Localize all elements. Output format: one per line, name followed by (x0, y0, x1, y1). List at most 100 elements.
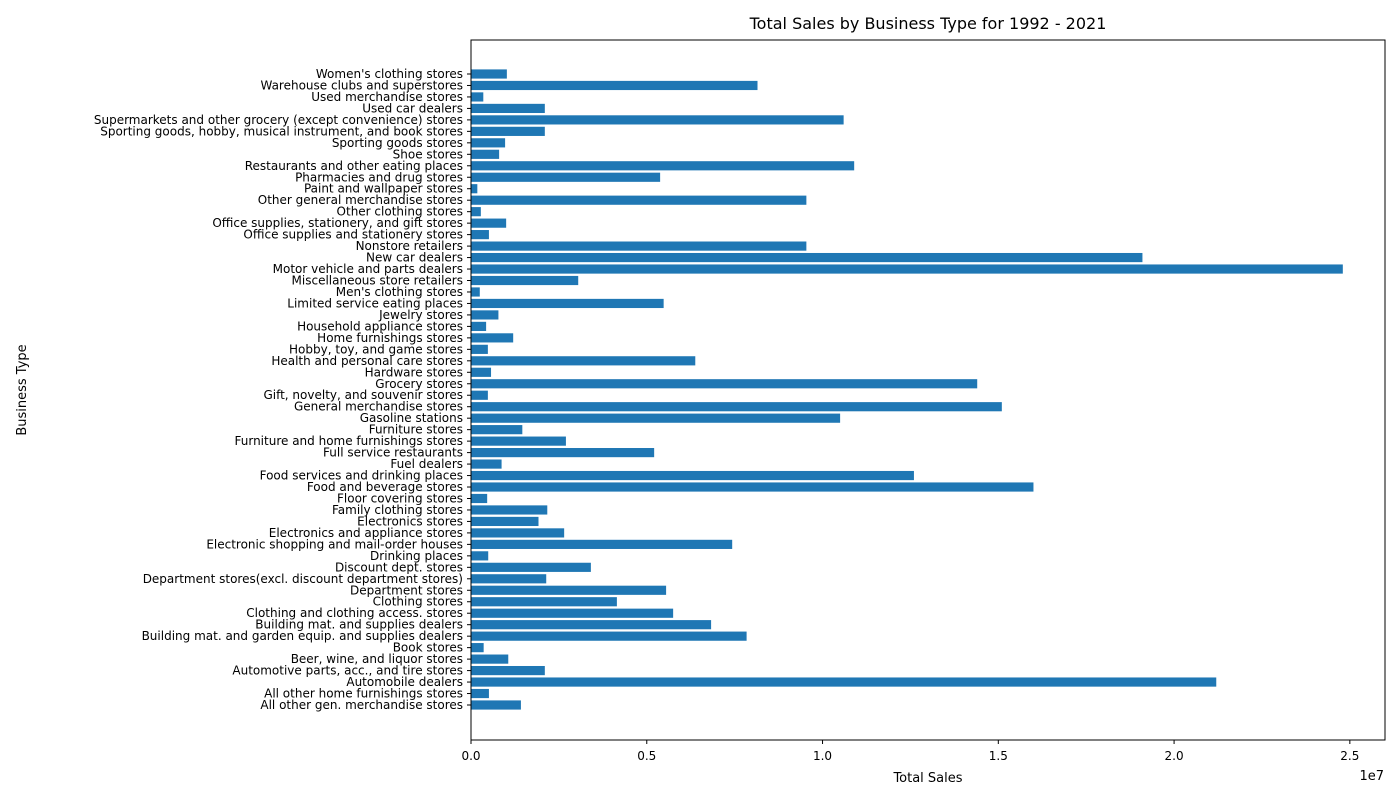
bar (471, 264, 1343, 274)
bar (471, 69, 507, 79)
bar (471, 493, 488, 504)
bar (471, 574, 547, 584)
y-tick-label: Hobby, toy, and game stores (289, 342, 463, 356)
y-tick-label: Fuel dealers (390, 457, 463, 471)
y-tick-label: Sporting goods stores (332, 136, 463, 150)
bar (471, 688, 489, 699)
bar (471, 562, 591, 572)
y-tick-label: Women's clothing stores (316, 67, 463, 81)
y-tick-label: New car dealers (366, 251, 463, 265)
bar (471, 643, 484, 653)
bar (471, 310, 499, 320)
y-tick-label: Used merchandise stores (311, 90, 463, 104)
bar (471, 80, 758, 91)
bar (471, 665, 545, 676)
bar (471, 184, 478, 194)
y-tick-label: Sporting goods, hobby, musical instrumen… (100, 124, 463, 138)
x-axis-label: Total Sales (892, 771, 962, 786)
y-tick-label: General merchandise stores (294, 400, 463, 414)
bar (471, 356, 696, 366)
bar (471, 298, 664, 309)
bar (471, 161, 855, 171)
bar (471, 448, 655, 458)
y-tick-label: Hardware stores (365, 365, 463, 379)
bar (471, 367, 492, 377)
bar (471, 459, 502, 469)
x-tick-label: 2.5 (1340, 749, 1359, 763)
y-tick-label: Family clothing stores (332, 503, 463, 517)
bar (471, 539, 733, 549)
x-tick-label: 2.0 (1165, 749, 1184, 763)
y-tick-label: Used car dealers (362, 101, 463, 115)
bar (471, 677, 1217, 687)
y-tick-label: Electronics stores (357, 514, 463, 528)
y-tick-label: Automotive parts, acc., and tire stores (232, 664, 463, 678)
y-tick-label: Food and beverage stores (307, 480, 463, 494)
bar (471, 344, 488, 354)
bar (471, 172, 661, 182)
y-tick-label: Men's clothing stores (336, 285, 463, 299)
y-tick-label: Gasoline stations (360, 411, 463, 425)
y-tick-label: Pharmacies and drug stores (295, 170, 463, 184)
y-tick-label: Beer, wine, and liquor stores (291, 652, 463, 666)
y-tick-label: Jewelry stores (378, 308, 463, 322)
bar (471, 436, 566, 446)
bar (471, 92, 484, 102)
bar (471, 321, 487, 331)
bar (471, 115, 844, 125)
y-tick-label: Furniture and home furnishings stores (235, 434, 464, 448)
y-tick-label: Electronic shopping and mail-order house… (206, 537, 463, 551)
y-tick-label: Miscellaneous store retailers (292, 274, 463, 288)
y-tick-label: Supermarkets and other grocery (except c… (94, 113, 463, 127)
bar (471, 379, 978, 389)
x-axis-ticks: 0.0 0.5 1.0 1.5 2.0 2.5 (461, 740, 1359, 763)
y-tick-label: Office supplies and stationery stores (243, 228, 463, 242)
bar (471, 413, 841, 423)
bar (471, 505, 548, 515)
bar (471, 390, 488, 400)
bar (471, 470, 914, 481)
x-axis-scale-label: 1e7 (1359, 769, 1384, 784)
bar (471, 333, 514, 343)
y-tick-label: Discount dept. stores (335, 560, 463, 574)
bar (471, 516, 539, 527)
y-axis-label: Business Type (15, 344, 30, 435)
y-tick-label: Shoe stores (393, 147, 463, 161)
bar (471, 654, 509, 664)
y-tick-label: Drinking places (370, 549, 463, 563)
y-tick-label: Office supplies, stationery, and gift st… (212, 216, 463, 230)
y-tick-label: Food services and drinking places (260, 469, 463, 483)
chart-title: Total Sales by Business Type for 1992 - … (749, 14, 1107, 33)
bar (471, 138, 506, 148)
bar (471, 482, 1034, 492)
x-tick-label: 1.0 (813, 749, 832, 763)
y-tick-label: Household appliance stores (297, 319, 463, 333)
x-tick-label: 0.5 (637, 749, 656, 763)
y-tick-label: Clothing stores (373, 595, 463, 609)
bar (471, 528, 565, 538)
bar (471, 597, 617, 607)
y-tick-label: All other gen. merchandise stores (260, 698, 463, 712)
bar (471, 252, 1143, 263)
y-tick-label: Clothing and clothing access. stores (246, 606, 463, 620)
y-tick-label: Grocery stores (375, 377, 463, 391)
y-tick-label: Home furnishings stores (317, 331, 463, 345)
y-tick-label: Department stores(excl. discount departm… (143, 572, 463, 586)
y-tick-label: Health and personal care stores (271, 354, 463, 368)
y-tick-label: Other clothing stores (337, 205, 463, 219)
bars-group (471, 69, 1343, 710)
bar (471, 620, 712, 630)
y-tick-label: Floor covering stores (337, 491, 463, 505)
bar (471, 585, 667, 595)
x-tick-label: 1.5 (989, 749, 1008, 763)
y-tick-label: Automobile dealers (346, 675, 463, 689)
bar (471, 700, 521, 710)
y-tick-label: Gift, novelty, and souvenir stores (263, 388, 463, 402)
bar (471, 287, 480, 297)
bar (471, 402, 1002, 412)
y-tick-label: Limited service eating places (287, 296, 463, 310)
y-tick-label: Full service restaurants (323, 446, 463, 460)
